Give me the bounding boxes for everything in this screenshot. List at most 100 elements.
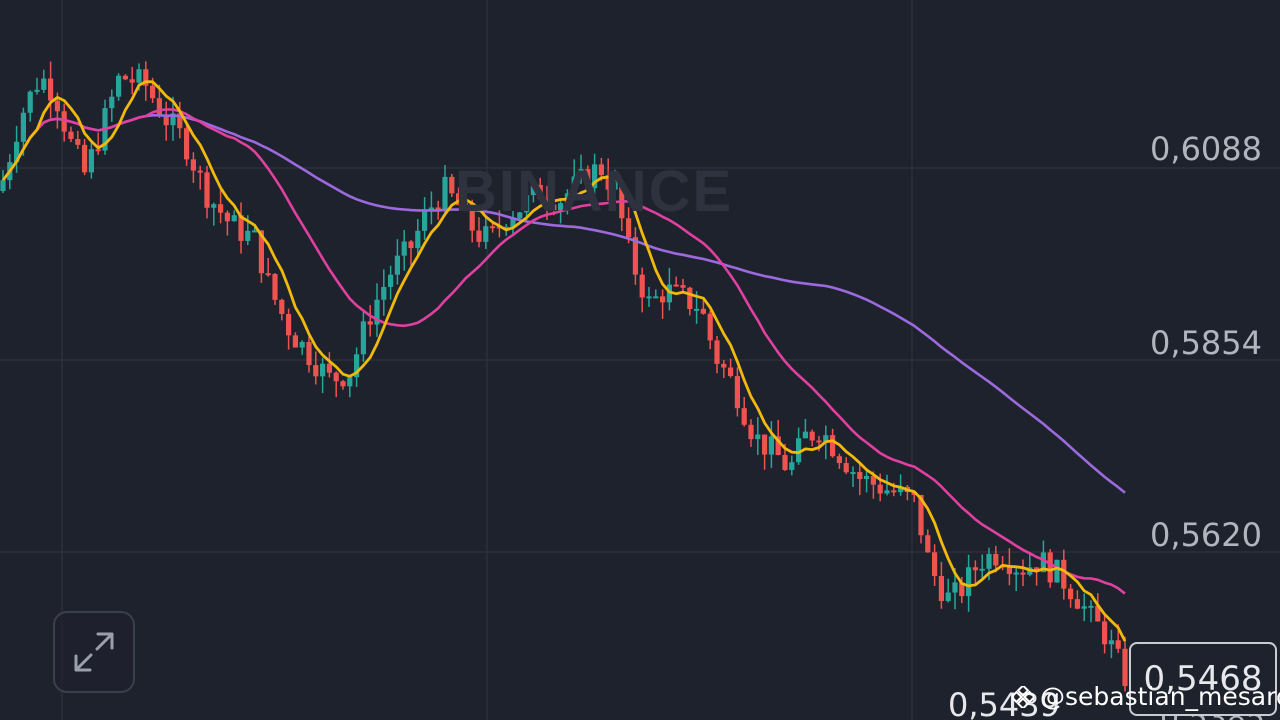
candle-body [197,170,203,173]
candle-body [836,456,842,464]
candle-body [1040,552,1046,573]
candle-body [721,363,727,368]
candle-body [972,567,978,571]
candle-body [775,436,781,456]
candle-body [1102,621,1108,645]
current-price-tag: 0,5468 [1129,642,1277,716]
candle-body [0,180,6,191]
y-tick-label: 0,5620 [1150,516,1262,554]
candle-body [959,582,965,597]
candle-body [558,203,564,211]
candle-body [680,285,686,288]
candle-body [666,284,672,303]
candle-body [884,490,890,494]
candle-body [986,553,992,569]
y-tick-label: 0,5854 [1150,324,1262,362]
candle-body [660,296,666,303]
candle-body [1108,640,1114,645]
candle-body [476,230,482,242]
candle-body [163,115,169,126]
candle-body [809,431,815,441]
expand-icon [74,632,114,672]
candle-body [68,131,74,139]
candle-body [571,176,577,194]
ma-fast-line [1,80,1127,642]
watermark: BINANCE [455,159,734,224]
candle-body [877,484,883,494]
candle-body [1020,572,1026,575]
candle-body [932,552,938,577]
candle-body [54,100,60,112]
candle-body [286,313,292,336]
candle-body [41,78,47,90]
candle-body [802,431,808,439]
candle-body [75,138,81,145]
candle-body [95,149,101,152]
candle-body [741,408,747,425]
candle-body [156,98,162,116]
author-credit[interactable]: @sebastian_mesaros [1012,682,1280,711]
candle-body [748,424,754,440]
candle-body [762,434,768,455]
candle-body [687,287,693,310]
author-handle: @sebastian_mesaros [1040,682,1280,711]
candle-body [789,462,795,470]
candle-body [728,367,734,377]
candle-body [211,204,217,208]
candle-body [1115,640,1121,649]
candle-body [224,212,230,222]
candle-body [136,69,142,83]
candle-body [503,226,509,229]
candle-body [1081,606,1087,609]
candle-body [490,226,496,229]
candle-body [61,111,67,132]
candle-body [184,128,190,160]
candle-body [1054,559,1060,583]
candle-body [150,85,156,99]
candle-body [694,308,700,311]
candle-body [415,230,421,249]
candle-body [945,592,951,601]
candle-body [707,313,713,341]
low-price-label: 0,5439 [948,686,1060,720]
candle-body [598,164,604,176]
moving-averages [1,80,1127,642]
candle-body [374,299,380,325]
candle-body [218,204,224,213]
candle-body [88,149,94,173]
candle-body [483,226,489,242]
candle-body [891,490,897,493]
candle-body [830,435,836,457]
candle-body [238,215,244,241]
candle-body [408,241,414,249]
candle-body [510,218,516,227]
candle-body [258,230,264,274]
candle-body [190,159,196,171]
candle-body [360,321,366,355]
candle-body [449,176,455,194]
candle-body [82,144,88,173]
candle-body [1047,552,1053,583]
candle-body [632,237,638,275]
candle-body [252,230,258,233]
binance-logo-icon [1012,685,1034,708]
candle-body [898,486,904,493]
candle-body [116,75,122,97]
candle-body [639,274,645,298]
candle-body [27,91,33,113]
candle-body [612,182,618,190]
expand-button[interactable] [53,611,135,693]
candle-body [279,299,285,314]
candle-body [857,472,863,480]
ma-slow-line [1,114,1126,494]
candle-body [272,274,278,300]
candle-body [265,273,271,276]
candle-body [537,184,543,200]
y-tick-label: 0,6088 [1150,130,1262,168]
candle-body [1013,572,1019,575]
candle-body [673,284,679,287]
candle-body [313,365,319,377]
candle-body [918,494,924,536]
